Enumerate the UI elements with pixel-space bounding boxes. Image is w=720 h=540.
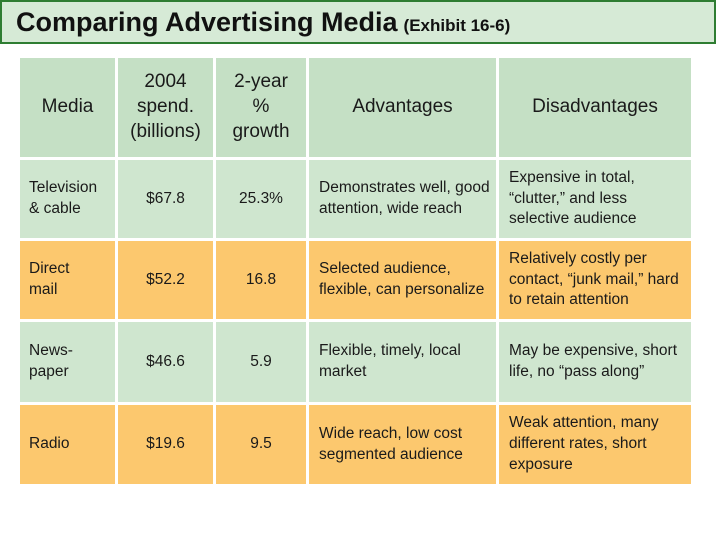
page-title: Comparing Advertising Media (Exhibit 16-6… [16,7,510,38]
header-media: Media [20,58,115,157]
title-exhibit-label: (Exhibit 16-6) [403,16,511,35]
row-direct-mail-disadvantages: Relatively costly per contact, “junk mai… [499,241,691,319]
row-radio-spend: $19.6 [118,405,213,484]
row-radio-growth: 9.5 [216,405,306,484]
header-spend: 2004 spend. (billions) [118,58,213,157]
row-newspaper-growth: 5.9 [216,322,306,402]
row-direct-mail-growth: 16.8 [216,241,306,319]
row-newspaper-spend: $46.6 [118,322,213,402]
row-newspaper-advantages: Flexible, timely, local market [309,322,496,402]
title-main-text: Comparing Advertising Media [16,7,398,37]
row-television-growth: 25.3% [216,160,306,238]
row-television-disadvantages: Expensive in total, “clutter,” and less … [499,160,691,238]
title-bar: Comparing Advertising Media (Exhibit 16-6… [0,0,716,44]
header-advantages: Advantages [309,58,496,157]
row-direct-mail-media: Direct mail [20,241,115,319]
row-direct-mail-advantages: Selected audience, flexible, can persona… [309,241,496,319]
header-disadvantages: Disadvantages [499,58,691,157]
media-comparison-table: Media 2004 spend. (billions) 2-year % gr… [20,58,712,484]
row-television-spend: $67.8 [118,160,213,238]
row-radio-advantages: Wide reach, low cost segmented audience [309,405,496,484]
row-radio-media: Radio [20,405,115,484]
row-direct-mail-spend: $52.2 [118,241,213,319]
row-television-advantages: Demonstrates well, good attention, wide … [309,160,496,238]
row-newspaper-media: News- paper [20,322,115,402]
row-radio-disadvantages: Weak attention, many different rates, sh… [499,405,691,484]
row-television-media: Television & cable [20,160,115,238]
header-growth: 2-year % growth [216,58,306,157]
row-newspaper-disadvantages: May be expensive, short life, no “pass a… [499,322,691,402]
